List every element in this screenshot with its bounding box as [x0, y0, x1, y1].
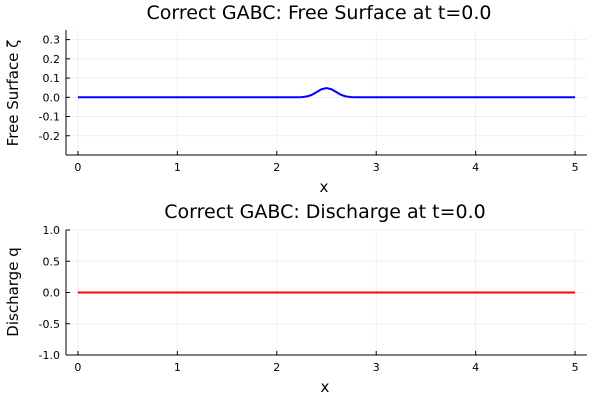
- free-surface-axes: [65, 30, 587, 156]
- y-tick-label: 0.0: [43, 287, 61, 300]
- free-surface-grid: [66, 30, 587, 155]
- y-tick-label: 1.0: [43, 224, 61, 237]
- discharge-ylabel: Discharge q: [4, 247, 22, 336]
- y-tick-label: 0.5: [43, 255, 61, 268]
- discharge-yticks: -1.0 -0.5 0.0 0.5 1.0: [39, 224, 70, 362]
- discharge-xticks: 0 1 2 3 4 5: [74, 351, 579, 374]
- x-tick-label: 0: [74, 361, 81, 374]
- x-tick-label: 4: [472, 361, 479, 374]
- y-tick-label: 0.3: [43, 34, 61, 47]
- discharge-title: Correct GABC: Discharge at t=0.0: [164, 201, 485, 223]
- y-tick-label: -0.5: [39, 318, 60, 331]
- discharge-xlabel: x: [321, 378, 330, 396]
- free-surface-yticks: -0.2 -0.1 0.0 0.1 0.2 0.3: [39, 34, 70, 143]
- free-surface-title: Correct GABC: Free Surface at t=0.0: [146, 2, 491, 24]
- discharge-panel: Correct GABC: Discharge at t=0.0 x Disch…: [4, 201, 587, 396]
- y-tick-label: 0.0: [43, 91, 61, 104]
- x-tick-label: 2: [273, 161, 280, 174]
- series-line: [77, 87, 576, 99]
- x-tick-label: 5: [572, 161, 579, 174]
- x-tick-label: 3: [373, 161, 380, 174]
- free-surface-xlabel: x: [320, 178, 329, 196]
- x-tick-label: 1: [174, 161, 181, 174]
- free-surface-panel: Correct GABC: Free Surface at t=0.0 x Fr…: [4, 2, 587, 196]
- y-tick-label: 0.2: [43, 53, 61, 66]
- y-tick-label: -0.1: [39, 111, 60, 124]
- x-tick-label: 5: [572, 361, 579, 374]
- x-tick-label: 4: [472, 161, 479, 174]
- x-tick-label: 0: [74, 161, 81, 174]
- y-tick-label: -1.0: [39, 349, 60, 362]
- y-tick-label: -0.2: [39, 130, 60, 143]
- y-tick-label: 0.1: [43, 72, 61, 85]
- free-surface-ylabel: Free Surface ζ: [4, 40, 22, 147]
- free-surface-series: [77, 87, 576, 99]
- x-tick-label: 1: [174, 361, 181, 374]
- x-tick-label: 3: [373, 361, 380, 374]
- x-tick-label: 2: [273, 361, 280, 374]
- free-surface-xticks: 0 1 2 3 4 5: [74, 151, 579, 174]
